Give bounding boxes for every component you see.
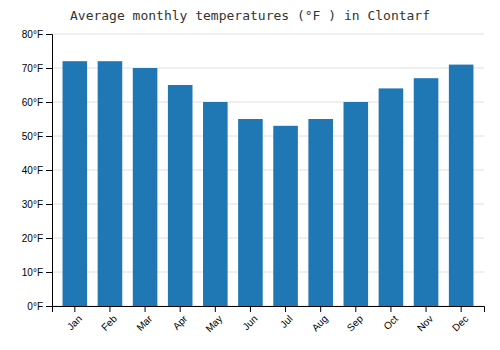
y-tick-mark bbox=[46, 238, 52, 239]
x-tick-label: Feb bbox=[99, 313, 119, 333]
y-tick-label: 60°F bbox=[22, 97, 43, 108]
y-tick: 40°F bbox=[22, 165, 52, 176]
bars bbox=[63, 61, 474, 306]
y-tick: 70°F bbox=[22, 63, 52, 74]
x-tick: Mar bbox=[134, 306, 154, 333]
x-tick-label: Apr bbox=[171, 313, 190, 332]
x-tick-label: Sep bbox=[345, 313, 366, 334]
y-tick-label: 70°F bbox=[22, 63, 43, 74]
bar bbox=[344, 102, 369, 306]
x-tick-label: Jan bbox=[65, 313, 84, 332]
x-tick: Jul bbox=[278, 306, 295, 330]
x-tick: Oct bbox=[381, 306, 400, 332]
bar bbox=[168, 85, 193, 306]
y-tick-label: 20°F bbox=[22, 233, 43, 244]
y-tick: 50°F bbox=[22, 131, 52, 142]
y-tick-mark bbox=[46, 204, 52, 205]
x-tick-mark bbox=[355, 306, 356, 312]
y-tick: 0°F bbox=[27, 301, 52, 312]
x-tick-mark bbox=[215, 306, 216, 312]
x-tick-label: Mar bbox=[134, 313, 154, 333]
grid bbox=[52, 34, 484, 306]
x-tick-label: May bbox=[203, 313, 224, 334]
bar bbox=[308, 119, 333, 306]
x-tick-mark bbox=[250, 306, 251, 312]
bar bbox=[63, 61, 88, 306]
x-tick: Apr bbox=[171, 306, 190, 332]
x-tick-mark bbox=[320, 306, 321, 312]
y-tick-label: 0°F bbox=[27, 301, 43, 312]
x-tick-mark bbox=[145, 306, 146, 312]
x-tick: Jan bbox=[65, 306, 84, 332]
y-tick: 80°F bbox=[22, 29, 52, 40]
y-tick-label: 50°F bbox=[22, 131, 43, 142]
y-tick-label: 10°F bbox=[22, 267, 43, 278]
y-tick: 60°F bbox=[22, 97, 52, 108]
y-tick-label: 40°F bbox=[22, 165, 43, 176]
x-tick-mark bbox=[109, 306, 110, 312]
x-tick: Sep bbox=[345, 306, 366, 333]
x-tick-label: Oct bbox=[381, 313, 400, 332]
x-tick-label: Nov bbox=[415, 313, 435, 333]
title: Average monthly temperatures (°F ) in Cl… bbox=[70, 8, 430, 23]
x-tick-mark bbox=[74, 306, 75, 312]
x-tick: Nov bbox=[415, 306, 435, 333]
x-tick-label: Jun bbox=[240, 313, 259, 332]
grid-line bbox=[52, 34, 484, 35]
bar bbox=[273, 126, 298, 306]
chart: 0°F 10°F 20°F 30°F 40°F 50°F 60°F 70°F 80°F Jan Fe… bbox=[0, 0, 500, 350]
y-tick-mark bbox=[46, 102, 52, 103]
x-tick-label: Dec bbox=[450, 313, 470, 333]
y-axis-line bbox=[46, 35, 53, 307]
y-tick-mark bbox=[46, 34, 52, 35]
y-tick-mark bbox=[46, 170, 52, 171]
y-axis: 0°F 10°F 20°F 30°F 40°F 50°F 60°F 70°F 80°F bbox=[22, 29, 53, 312]
bar bbox=[133, 68, 158, 306]
y-tick: 20°F bbox=[22, 233, 52, 244]
x-tick: Feb bbox=[99, 306, 119, 333]
x-axis-line bbox=[53, 307, 485, 313]
bar bbox=[414, 78, 439, 306]
x-tick-mark bbox=[180, 306, 181, 312]
y-tick-mark bbox=[46, 68, 52, 69]
x-tick-label: Jul bbox=[278, 313, 295, 330]
plot: 0°F 10°F 20°F 30°F 40°F 50°F 60°F 70°F 80°F Jan Fe… bbox=[22, 29, 485, 335]
x-tick: Dec bbox=[450, 306, 470, 333]
x-tick-mark bbox=[426, 306, 427, 312]
x-tick: Jun bbox=[240, 306, 259, 332]
bar bbox=[98, 61, 123, 306]
y-tick: 10°F bbox=[22, 267, 52, 278]
x-axis: Jan Feb Mar Apr May Jun Jul Aug Sep Oct Nov Dec bbox=[53, 306, 485, 334]
bar bbox=[379, 88, 404, 306]
bar bbox=[449, 65, 474, 306]
y-tick-mark bbox=[46, 136, 52, 137]
y-tick-mark bbox=[46, 306, 52, 307]
x-tick-mark bbox=[390, 306, 391, 312]
x-tick-mark bbox=[285, 306, 286, 312]
x-tick: Aug bbox=[310, 306, 330, 333]
y-tick-mark bbox=[46, 272, 52, 273]
y-tick-label: 30°F bbox=[22, 199, 43, 210]
y-tick: 30°F bbox=[22, 199, 52, 210]
x-tick-mark bbox=[461, 306, 462, 312]
x-tick-label: Aug bbox=[310, 313, 330, 333]
y-tick-label: 80°F bbox=[22, 29, 43, 40]
bar bbox=[203, 102, 228, 306]
bar bbox=[238, 119, 263, 306]
x-tick: May bbox=[203, 306, 224, 334]
